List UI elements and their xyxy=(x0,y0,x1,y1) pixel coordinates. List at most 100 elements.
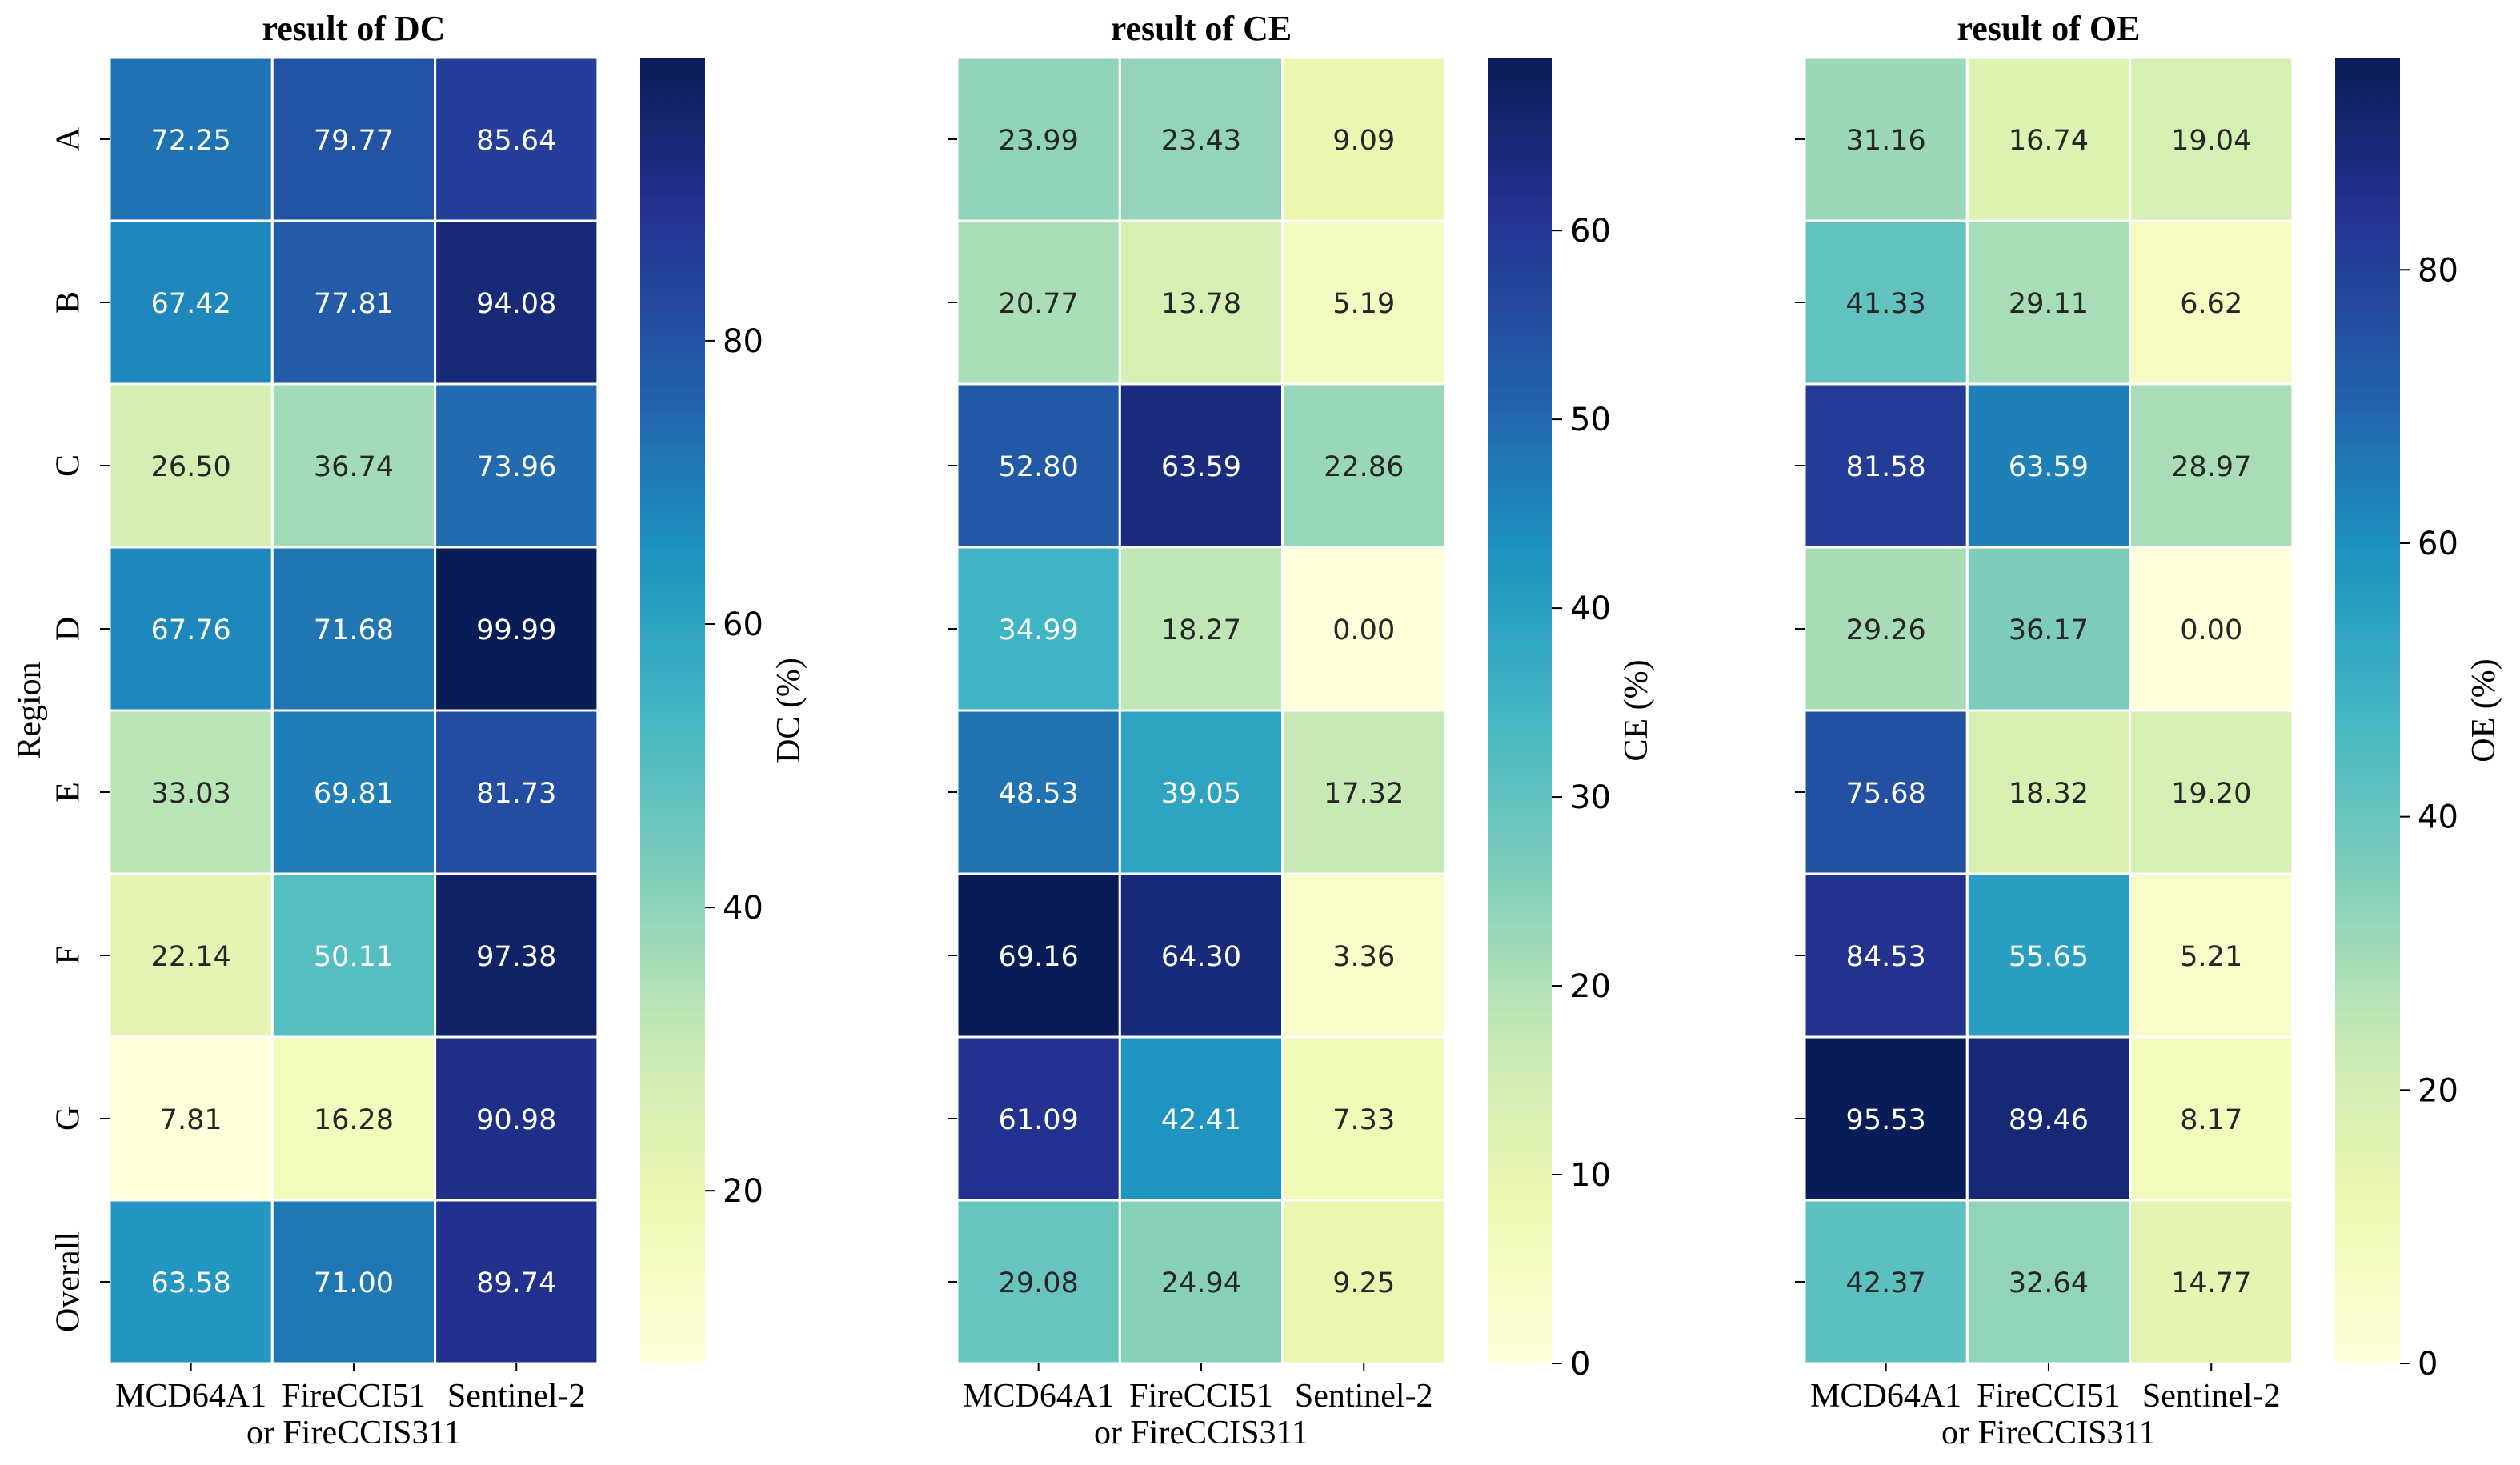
heatmap-cell xyxy=(108,546,274,712)
y-tick-label: C xyxy=(50,454,87,477)
colorbar-tick-label: 0 xyxy=(1570,1346,1590,1383)
x-tick-label: Sentinel-2 xyxy=(2142,1378,2281,1415)
x-tick-label: Sentinel-2 xyxy=(447,1378,586,1415)
cell-value-label: 50.11 xyxy=(314,941,394,973)
cell-value-label: 20.77 xyxy=(999,288,1079,320)
cell-value-label: 0.00 xyxy=(1332,614,1395,646)
cell-value-label: 52.80 xyxy=(999,451,1079,483)
colorbar-tick-label: 30 xyxy=(1570,779,1611,816)
x-tick-label: MCD64A1 xyxy=(963,1378,1114,1415)
heatmap-cell xyxy=(1281,219,1447,386)
heatmap-cell xyxy=(1965,56,2132,222)
x-tick-label: MCD64A1 xyxy=(115,1378,266,1415)
cell-value-label: 16.28 xyxy=(314,1104,394,1136)
cell-value-label: 19.20 xyxy=(2171,778,2251,810)
heatmap-cell xyxy=(1803,219,1969,386)
heatmap-cell xyxy=(1965,219,2132,386)
heatmap-cell xyxy=(434,709,599,875)
cell-value-label: 84.53 xyxy=(1846,941,1926,973)
cell-value-label: 69.16 xyxy=(999,941,1079,973)
colorbar-tick-label: 40 xyxy=(2418,799,2458,836)
heatmap-cell xyxy=(1965,1199,2132,1365)
heatmap-cell xyxy=(1281,1035,1447,1202)
heatmap-cell xyxy=(1118,1199,1284,1365)
heatmap-cell xyxy=(1281,872,1447,1039)
cell-value-label: 64.30 xyxy=(1161,941,1241,973)
cell-value-label: 89.74 xyxy=(476,1267,556,1299)
y-tick-label: A xyxy=(50,126,87,151)
cell-value-label: 29.11 xyxy=(2009,288,2089,320)
heatmap-cell xyxy=(434,546,599,712)
colorbar-tick-label: 50 xyxy=(1570,402,1611,438)
cell-value-label: 9.25 xyxy=(1332,1267,1395,1299)
heatmap-cell xyxy=(1803,872,1969,1039)
panel-title: result of CE xyxy=(1111,9,1292,48)
y-tick-label: E xyxy=(50,782,87,803)
cell-value-label: 77.81 xyxy=(314,288,394,320)
heatmap-cell xyxy=(1118,546,1284,712)
cell-value-label: 6.62 xyxy=(2180,288,2242,320)
heatmap-cell xyxy=(2129,1035,2294,1202)
heatmap-cell xyxy=(1803,56,1969,222)
cell-value-label: 63.59 xyxy=(1161,451,1241,483)
cell-value-label: 14.77 xyxy=(2171,1267,2251,1299)
cell-value-label: 32.64 xyxy=(2009,1267,2089,1299)
colorbar-tick-label: 60 xyxy=(2418,526,2458,562)
heatmap-panel-2: result of CE 23.99 23.43 9.09 20.77 13.78 5.19… xyxy=(948,9,1655,1451)
x-tick-label: FireCCI51 xyxy=(1977,1378,2121,1415)
cell-value-label: 55.65 xyxy=(2009,941,2089,973)
cell-value-label: 63.59 xyxy=(2009,451,2089,483)
cell-value-label: 48.53 xyxy=(999,778,1079,810)
heatmap-cell xyxy=(1965,1035,2132,1202)
cell-value-label: 42.41 xyxy=(1161,1104,1241,1136)
heatmap-cell xyxy=(270,872,437,1039)
heatmap-cell xyxy=(270,56,437,222)
cell-value-label: 0.00 xyxy=(2180,614,2242,646)
cell-value-label: 90.98 xyxy=(476,1104,556,1136)
heatmap-cell xyxy=(108,1199,274,1365)
x-tick-label: Sentinel-2 xyxy=(1295,1378,1433,1415)
x-tick-label: or FireCCIS311 xyxy=(246,1415,461,1451)
heatmap-cell xyxy=(1281,1199,1447,1365)
colorbar-label: OE (%) xyxy=(2466,658,2502,762)
cell-value-label: 29.08 xyxy=(999,1267,1079,1299)
heatmap-cell xyxy=(270,1199,437,1365)
colorbar-tick-label: 20 xyxy=(723,1173,763,1210)
colorbar xyxy=(1488,58,1552,1363)
cell-value-label: 67.76 xyxy=(151,614,231,646)
colorbar-tick-label: 60 xyxy=(1570,213,1611,250)
heatmap-cell xyxy=(270,1035,437,1202)
heatmap-cell xyxy=(2129,1199,2294,1365)
heatmap-cell xyxy=(1965,709,2132,875)
cell-value-label: 7.81 xyxy=(160,1104,222,1136)
heatmap-cell xyxy=(1965,546,2132,712)
cell-value-label: 23.43 xyxy=(1161,125,1241,157)
heatmap-cell xyxy=(108,219,274,386)
colorbar xyxy=(2335,58,2400,1363)
colorbar-tick-label: 20 xyxy=(2418,1072,2458,1109)
heatmap-cell xyxy=(434,872,599,1039)
cell-value-label: 16.74 xyxy=(2009,125,2089,157)
colorbar-tick-label: 10 xyxy=(1570,1157,1611,1194)
cell-value-label: 28.97 xyxy=(2171,451,2251,483)
colorbar-tick-label: 80 xyxy=(2418,252,2458,289)
heatmap-cell xyxy=(434,1035,599,1202)
heatmap-cell xyxy=(434,219,599,386)
cell-value-label: 26.50 xyxy=(151,451,231,483)
heatmap-cell xyxy=(2129,219,2294,386)
cell-value-label: 34.99 xyxy=(999,614,1079,646)
colorbar-tick-label: 40 xyxy=(723,890,763,927)
cell-value-label: 17.32 xyxy=(1324,778,1404,810)
cell-value-label: 72.25 xyxy=(151,125,231,157)
x-tick-label: MCD64A1 xyxy=(1810,1378,1961,1415)
cell-value-label: 67.42 xyxy=(151,288,231,320)
cell-value-label: 95.53 xyxy=(1846,1104,1926,1136)
cell-value-label: 18.32 xyxy=(2009,778,2089,810)
x-tick-label: or FireCCIS311 xyxy=(1941,1415,2156,1451)
cell-value-label: 39.05 xyxy=(1161,778,1241,810)
colorbar xyxy=(640,58,705,1363)
cell-value-label: 8.17 xyxy=(2180,1104,2242,1136)
cell-value-label: 42.37 xyxy=(1846,1267,1926,1299)
cell-value-label: 24.94 xyxy=(1161,1267,1241,1299)
